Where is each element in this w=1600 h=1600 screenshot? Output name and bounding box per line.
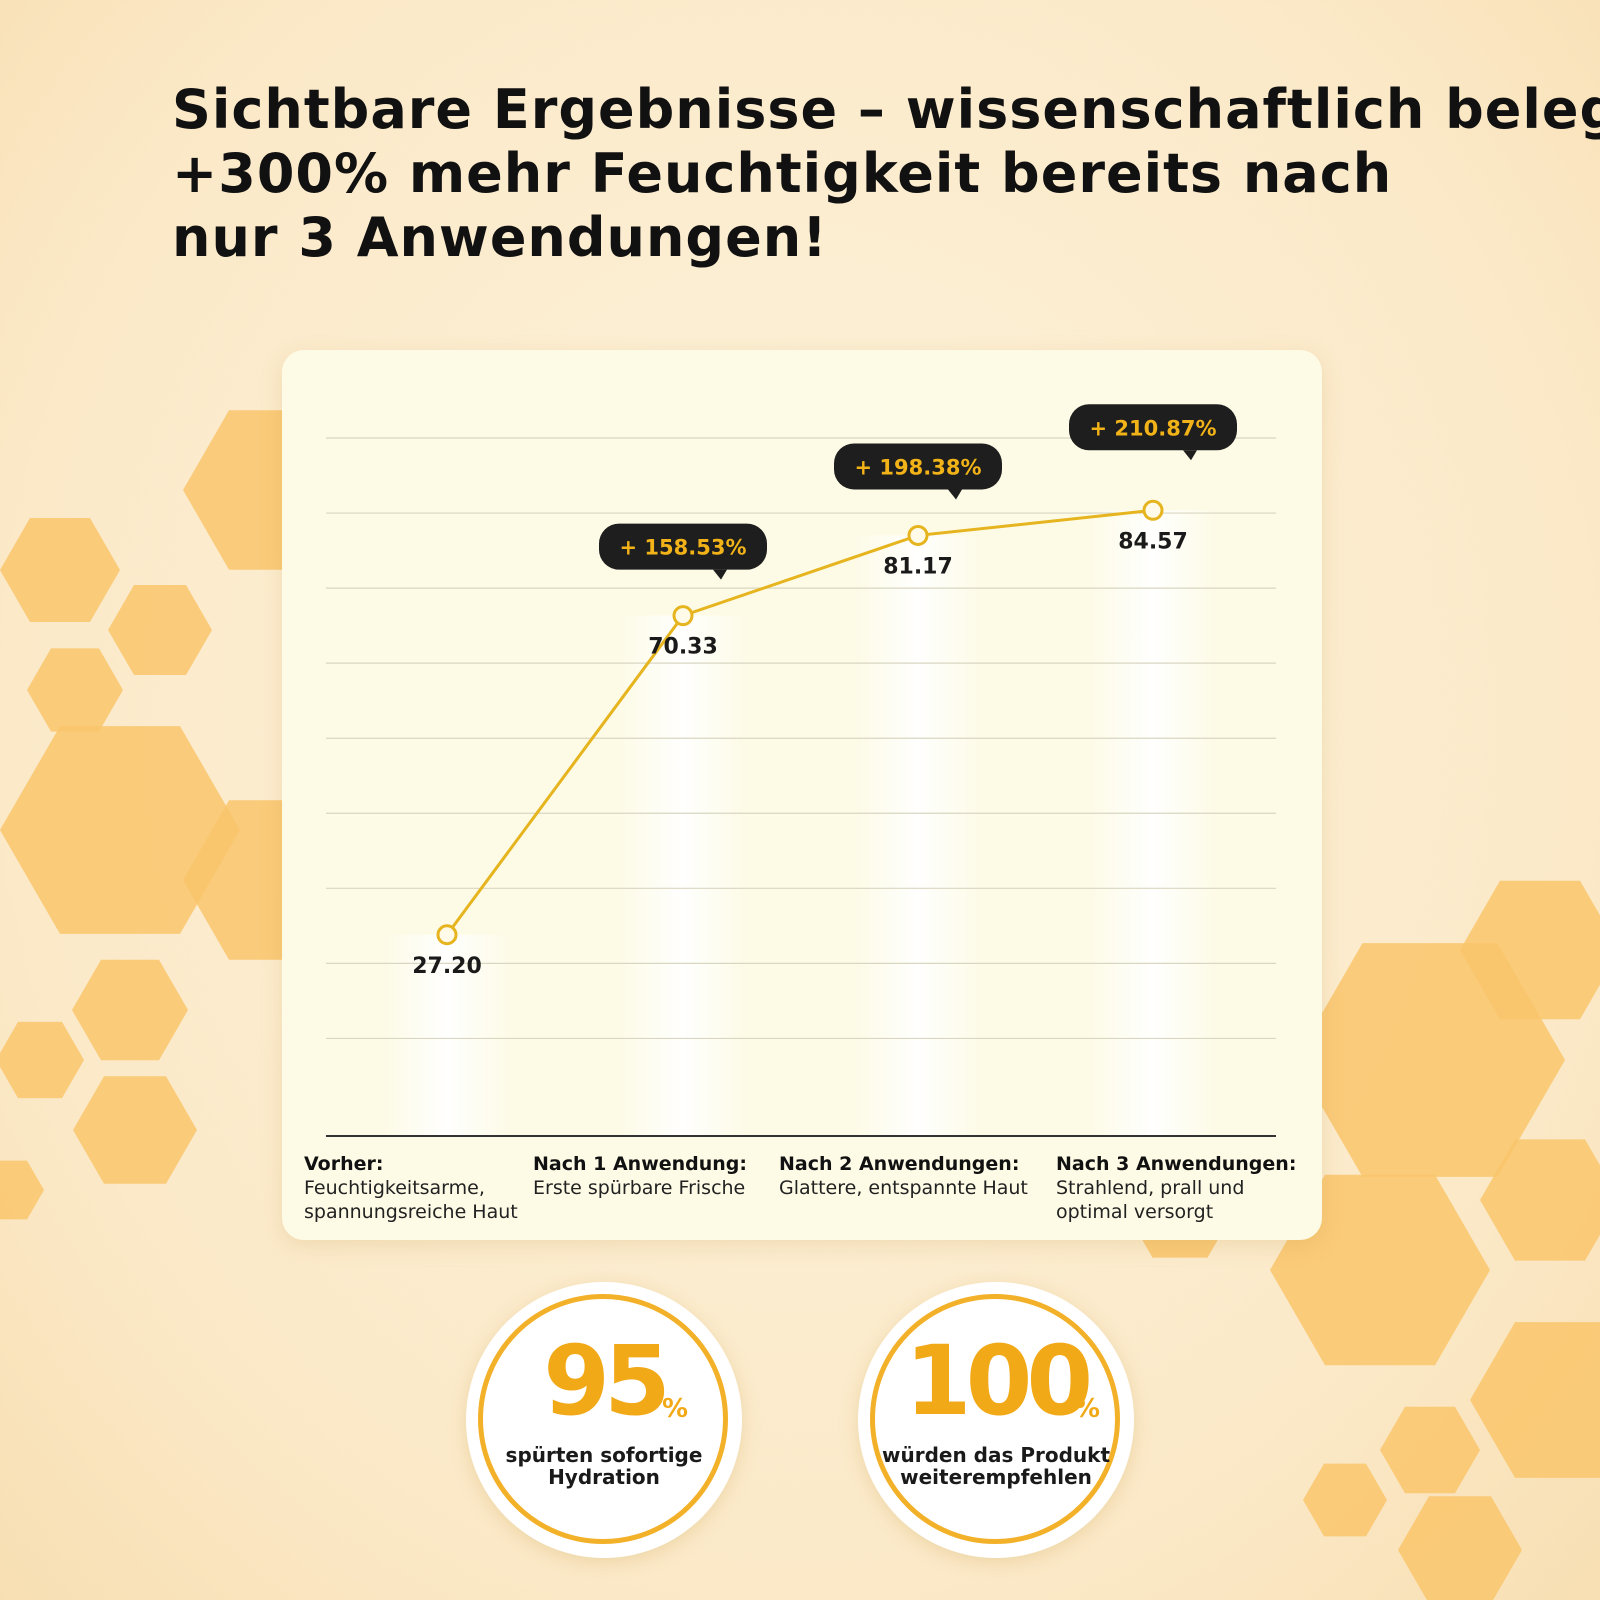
data-label: 27.20 — [412, 954, 482, 979]
data-label: 70.33 — [648, 635, 718, 660]
hydration-line-chart: 27.20 70.33 + 158.53% 81.17 + 198.38% 84.57 + … — [326, 404, 1276, 1137]
honeycomb-hexagon — [1380, 1406, 1480, 1494]
caption-title: Nach 2 Anwendungen: — [779, 1153, 1020, 1175]
increase-bubble-pointer — [948, 489, 962, 500]
series-line — [445, 508, 1154, 936]
value-glow-column — [382, 934, 512, 1136]
caption-before: Vorher: Feuchtigkeitsarme, spannungsreic… — [304, 1152, 518, 1224]
caption-line: spannungsreiche Haut — [304, 1201, 518, 1223]
headline: Sichtbare Ergebnisse – wissenschaftlich … — [172, 78, 1600, 270]
honeycomb-hexagon — [1303, 1463, 1387, 1537]
increase-bubble-pointer — [1183, 450, 1197, 461]
caption-title: Nach 3 Anwendungen: — [1056, 1153, 1297, 1175]
honeycomb-hexagon — [1480, 1139, 1600, 1261]
increase-label: + 198.38% — [855, 455, 982, 479]
data-point — [907, 524, 929, 546]
value-glow-column — [853, 535, 983, 1136]
increase-bubble — [834, 443, 1002, 490]
honeycomb-hexagon — [27, 648, 123, 732]
badge-number: 95 — [543, 1325, 671, 1437]
caption-line: Glattere, entspannte Haut — [779, 1177, 1028, 1199]
caption-after-1: Nach 1 Anwendung: Erste spürbare Frische — [533, 1152, 747, 1200]
honeycomb-hexagon — [73, 1076, 197, 1184]
badge-text-line: würden das Produkt — [881, 1443, 1111, 1467]
caption-title: Vorher: — [304, 1153, 384, 1175]
caption-after-3: Nach 3 Anwendungen: Strahlend, prall und… — [1056, 1152, 1296, 1224]
honeycomb-hexagon — [1470, 1322, 1600, 1478]
badge-ring — [870, 1294, 1120, 1544]
caption-line: Strahlend, prall und — [1056, 1177, 1245, 1199]
data-point — [672, 605, 694, 627]
badge-text: spürten sofortige Hydration — [486, 1444, 722, 1488]
increase-bubble — [1069, 404, 1237, 451]
increase-label: + 210.87% — [1090, 416, 1217, 440]
stat-badge-hydration: 95 % spürten sofortige Hydration — [466, 1282, 742, 1558]
badge-percent: % — [662, 1394, 689, 1424]
headline-line-2: +300% mehr Feuchtigkeit bereits nach — [172, 142, 1393, 205]
value-glow-column — [1088, 510, 1218, 1137]
honeycomb-hexagon — [1270, 1174, 1490, 1366]
badge-ring — [478, 1294, 728, 1544]
caption-line: Feuchtigkeitsarme, — [304, 1177, 485, 1199]
badge-percent: % — [1074, 1394, 1101, 1424]
honeycomb-hexagon — [108, 585, 212, 675]
chart-card: 27.20 70.33 + 158.53% 81.17 + 198.38% 84.57 + … — [282, 350, 1322, 1240]
caption-title: Nach 1 Anwendung: — [533, 1153, 748, 1175]
headline-line-1: Sichtbare Ergebnisse – wissenschaftlich … — [172, 78, 1600, 141]
value-glow-column — [618, 615, 748, 1136]
badge-text-line: weiterempfehlen — [900, 1465, 1092, 1489]
honeycomb-hexagon — [0, 1021, 84, 1099]
honeycomb-hexagon — [0, 1160, 44, 1220]
badge-text: würden das Produkt weiterempfehlen — [878, 1444, 1114, 1488]
honeycomb-hexagon — [1460, 880, 1600, 1020]
data-point — [1142, 499, 1164, 521]
honeycomb-hexagon — [0, 726, 240, 934]
stat-badge-recommend: 100 % würden das Produkt weiterempfehlen — [858, 1282, 1134, 1558]
badge-text-line: Hydration — [548, 1465, 660, 1489]
honeycomb-hexagon — [1398, 1496, 1522, 1600]
caption-line: optimal versorgt — [1056, 1201, 1214, 1223]
badge-text-line: spürten sofortige — [505, 1443, 703, 1467]
honeycomb-hexagon — [0, 518, 120, 622]
data-label: 84.57 — [1118, 529, 1188, 554]
caption-line: Erste spürbare Frische — [533, 1177, 746, 1199]
honeycomb-hexagon — [72, 959, 188, 1061]
badge-number: 100 — [904, 1325, 1093, 1437]
data-point — [436, 924, 458, 946]
headline-line-3: nur 3 Anwendungen! — [172, 206, 828, 269]
data-label: 81.17 — [883, 554, 953, 579]
caption-after-2: Nach 2 Anwendungen: Glattere, entspannte… — [779, 1152, 1028, 1200]
increase-label: + 158.53% — [620, 536, 747, 560]
increase-bubble-pointer — [713, 569, 727, 580]
increase-bubble — [599, 523, 767, 570]
